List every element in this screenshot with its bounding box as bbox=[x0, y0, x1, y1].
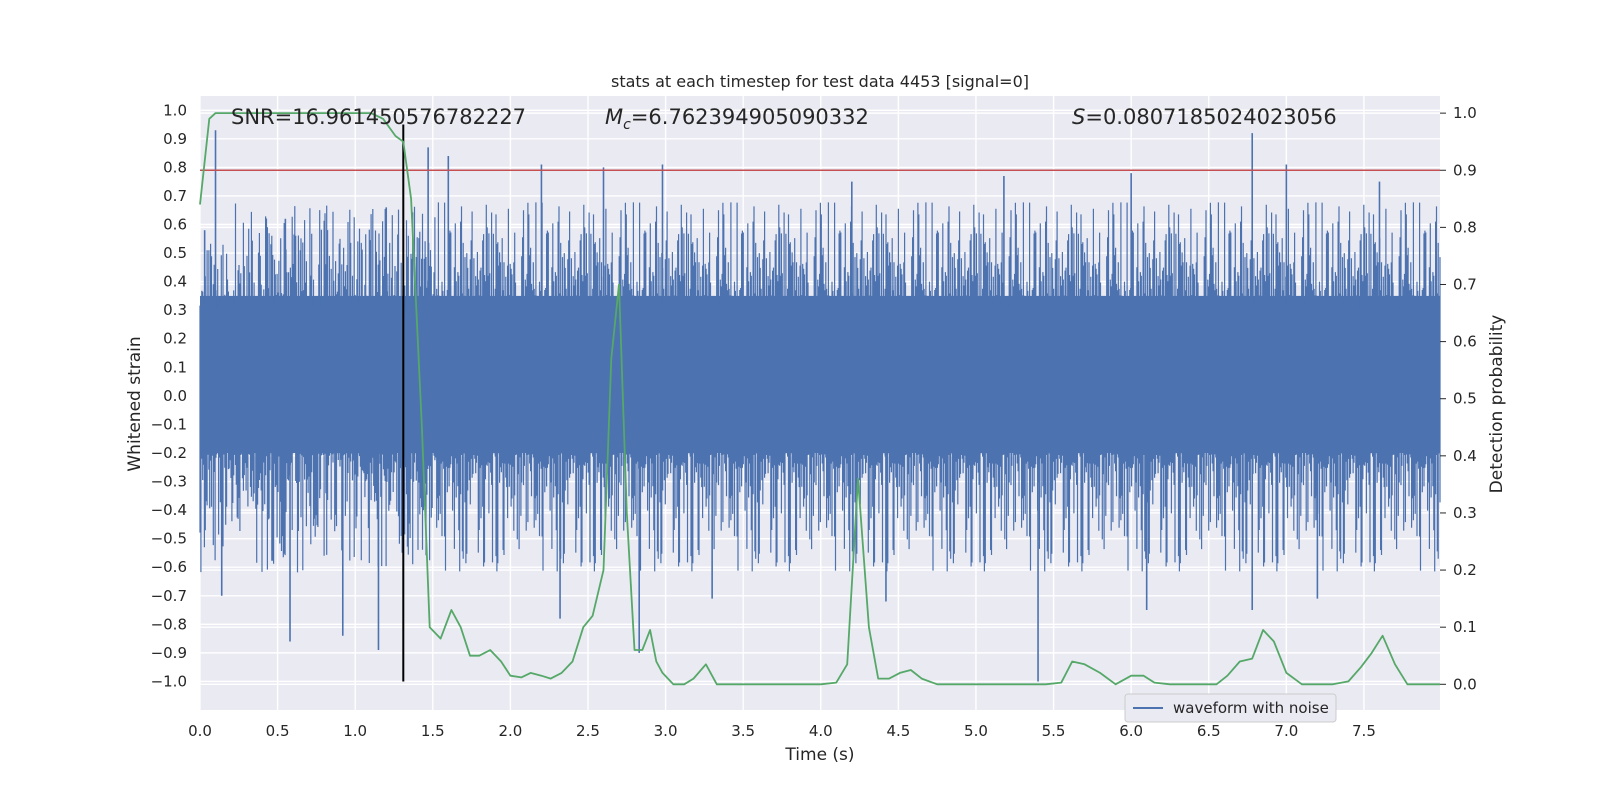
left-y-tick-label: −0.8 bbox=[151, 615, 187, 633]
left-y-tick-label: 0.1 bbox=[163, 358, 187, 376]
x-tick-labels: 0.0 0.5 1.0 1.5 2.0 2.5 3.0 3.5 4.0 4.5 5.0 5.5 6.0 6… bbox=[188, 722, 1376, 740]
x-tick-label: 4.0 bbox=[809, 722, 833, 740]
x-tick-label: 7.5 bbox=[1352, 722, 1376, 740]
left-y-tick-label: 0.3 bbox=[163, 301, 187, 319]
left-y-tick-label: 1.0 bbox=[163, 101, 187, 119]
right-y-axis-label: Detection probability bbox=[1487, 315, 1507, 494]
left-y-tick-label: 0.2 bbox=[163, 330, 187, 348]
left-y-tick-label: 0.9 bbox=[163, 130, 187, 148]
left-y-tick-label: −0.6 bbox=[151, 558, 187, 576]
left-y-axis-label: Whitened strain bbox=[125, 336, 145, 471]
overlay-lines bbox=[199, 112, 1440, 686]
chirp-mass-annotation: Mc=6.762394905090332 bbox=[605, 105, 869, 133]
x-tick-label: 1.5 bbox=[421, 722, 445, 740]
left-y-tick-label: 0.6 bbox=[163, 216, 187, 234]
snr-annotation: SNR=16.961450576782227 bbox=[231, 105, 526, 129]
x-tick-label: 1.0 bbox=[343, 722, 367, 740]
left-y-tick-label: −0.2 bbox=[151, 444, 187, 462]
right-y-tick-label: 0.7 bbox=[1453, 275, 1477, 293]
right-y-tick-label: 0.2 bbox=[1453, 561, 1477, 579]
left-y-tick-label: −1.0 bbox=[151, 672, 187, 690]
chart-title: stats at each timestep for test data 445… bbox=[611, 72, 1029, 91]
x-tick-label: 5.5 bbox=[1042, 722, 1066, 740]
left-y-tick-label: −0.1 bbox=[151, 415, 187, 433]
right-y-tick-label: 0.9 bbox=[1453, 161, 1477, 179]
right-y-tick-label: 0.1 bbox=[1453, 618, 1477, 636]
x-tick-label: 7.0 bbox=[1274, 722, 1298, 740]
left-y-tick-label: 0.0 bbox=[163, 387, 187, 405]
x-axis-label: Time (s) bbox=[784, 745, 854, 765]
x-tick-label: 0.0 bbox=[188, 722, 212, 740]
x-tick-label: 3.5 bbox=[731, 722, 755, 740]
right-y-tick-label: 0.4 bbox=[1453, 447, 1477, 465]
left-y-tick-label: −0.3 bbox=[151, 473, 187, 491]
x-tick-label: 3.0 bbox=[654, 722, 678, 740]
x-tick-label: 5.0 bbox=[964, 722, 988, 740]
detection-probability-line bbox=[199, 112, 1440, 686]
legend-box bbox=[1124, 693, 1337, 723]
x-tick-label: 6.0 bbox=[1119, 722, 1143, 740]
left-y-tick-label: −0.7 bbox=[151, 587, 187, 605]
left-y-tick-label: 0.7 bbox=[163, 187, 187, 205]
s-annotation: S=0.0807185024023056 bbox=[1072, 105, 1337, 129]
legend-label: waveform with noise bbox=[1173, 699, 1329, 717]
left-y-tick-labels: 1.0 0.9 0.8 0.7 0.6 0.5 0.4 0.3 0.2 0.1 0.0 −0.1 −0.… bbox=[151, 101, 187, 690]
left-y-tick-label: 0.8 bbox=[163, 158, 187, 176]
right-y-tick-labels: 1.0 0.9 0.8 0.7 0.6 0.5 0.4 0.3 0.2 0.1 0.0 bbox=[1440, 104, 1477, 693]
left-y-tick-label: −0.9 bbox=[151, 644, 187, 662]
right-y-tick-label: 0.5 bbox=[1453, 390, 1477, 408]
legend: waveform with noise bbox=[1124, 693, 1337, 723]
x-tick-label: 2.5 bbox=[576, 722, 600, 740]
x-tick-label: 2.0 bbox=[498, 722, 522, 740]
right-y-tick-label: 0.3 bbox=[1453, 504, 1477, 522]
x-tick-label: 0.5 bbox=[266, 722, 290, 740]
left-y-tick-label: 0.4 bbox=[163, 273, 187, 291]
waveform-noise-trace bbox=[199, 202, 1441, 573]
left-y-tick-label: −0.4 bbox=[151, 501, 187, 519]
right-y-tick-label: 0.0 bbox=[1453, 675, 1477, 693]
x-tick-label: 6.5 bbox=[1197, 722, 1221, 740]
left-y-tick-label: −0.5 bbox=[151, 530, 187, 548]
left-y-tick-label: 0.5 bbox=[163, 244, 187, 262]
right-y-tick-label: 0.6 bbox=[1453, 333, 1477, 351]
right-y-tick-label: 1.0 bbox=[1453, 104, 1477, 122]
right-y-tick-label: 0.8 bbox=[1453, 218, 1477, 236]
x-tick-label: 4.5 bbox=[886, 722, 910, 740]
waveform-series bbox=[199, 130, 1441, 682]
